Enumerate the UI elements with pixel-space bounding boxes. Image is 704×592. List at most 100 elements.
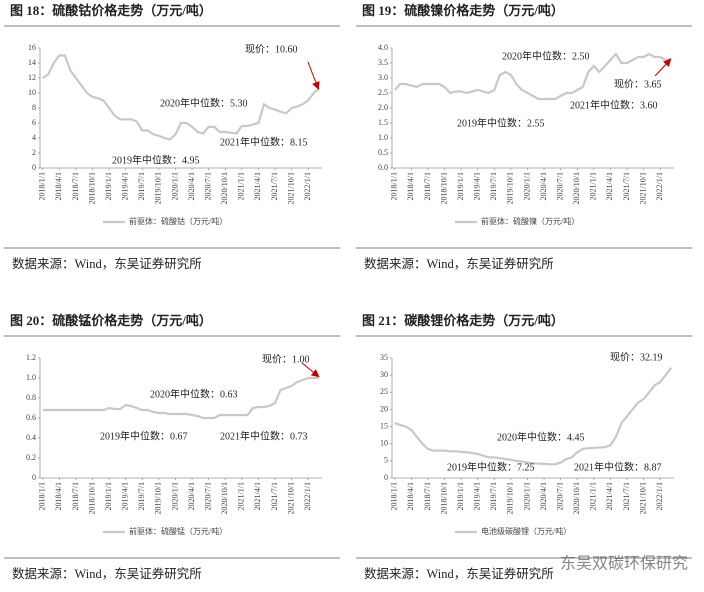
x-tick-label: 2019/7/1 <box>489 172 498 200</box>
x-tick-label: 2020/4/1 <box>539 482 548 510</box>
x-tick-label: 2022/1/1 <box>655 172 664 200</box>
x-tick-label: 2018/4/1 <box>406 172 415 200</box>
x-tick-label: 2019/1/1 <box>104 482 113 510</box>
x-tick-label: 2020/4/1 <box>187 172 196 200</box>
source: 数据来源：Wind，东吴证券研究所 <box>12 566 202 581</box>
y-tick-label: 0 <box>32 163 36 172</box>
y-tick-label: 3.5 <box>378 58 388 67</box>
annotation: 2021年中位数：3.60 <box>570 98 658 111</box>
x-tick-label: 2021/1/1 <box>237 172 246 200</box>
y-tick-label: 16 <box>28 43 36 52</box>
x-tick-label: 2022/1/1 <box>303 482 312 510</box>
annotation: 2020年中位数：4.45 <box>497 430 585 443</box>
x-tick-label: 2019/7/1 <box>489 482 498 510</box>
x-tick-label: 2019/1/1 <box>456 172 465 200</box>
x-tick-label: 2018/1/1 <box>390 482 399 510</box>
y-tick-label: 1.5 <box>378 118 388 127</box>
x-tick-label: 2020/1/1 <box>170 482 179 510</box>
annotation: 现价：32.19 <box>610 351 663 363</box>
x-tick-label: 2019/10/1 <box>506 482 515 514</box>
y-tick-label: 0.6 <box>26 413 36 422</box>
y-tick-label: 2 <box>32 148 36 157</box>
annotation: 现价：3.65 <box>614 78 662 90</box>
y-tick-label: 8 <box>32 103 36 112</box>
legend-label: 前驱体：硫酸锰（万元/吨） <box>129 526 227 536</box>
arrow <box>307 61 320 90</box>
x-tick-label: 2019/10/1 <box>506 172 515 204</box>
y-tick-label: 14 <box>28 58 36 67</box>
watermark: 东吴双碳环保研究 <box>560 554 688 573</box>
annotation: 2019年中位数：2.55 <box>457 116 545 129</box>
y-tick-label: 20 <box>380 404 388 413</box>
legend-label: 前驱体：硫酸钴（万元/吨） <box>129 216 227 226</box>
y-tick-label: 0 <box>384 473 388 482</box>
figure-title: 图 20：硫酸锰价格走势（万元/吨） <box>10 313 212 328</box>
x-tick-label: 2021/7/1 <box>622 482 631 510</box>
y-tick-label: 10 <box>380 439 388 448</box>
annotation: 现价：10.60 <box>245 43 298 55</box>
x-tick-label: 2021/1/1 <box>589 482 598 510</box>
x-tick-label: 2018/7/1 <box>423 172 432 200</box>
y-tick-label: 1.0 <box>378 133 388 142</box>
x-tick-label: 2019/7/1 <box>137 482 146 510</box>
y-tick-label: 25 <box>380 387 388 396</box>
x-tick-label: 2018/7/1 <box>423 482 432 510</box>
legend-label: 前驱体：硫酸镍（万元/吨） <box>481 216 579 226</box>
x-tick-label: 2020/4/1 <box>539 172 548 200</box>
x-tick-label: 2019/10/1 <box>154 482 163 514</box>
annotation: 2021年中位数：8.15 <box>220 135 308 148</box>
x-tick-label: 2018/10/1 <box>439 172 448 204</box>
x-tick-label: 2021/10/1 <box>638 482 647 514</box>
arrow <box>654 58 672 77</box>
annotation: 2020年中位数：2.50 <box>502 49 590 62</box>
y-tick-label: 1.0 <box>26 373 36 382</box>
x-tick-label: 2021/1/1 <box>589 172 598 200</box>
x-tick-label: 2018/1/1 <box>390 172 399 200</box>
annotation: 2019年中位数：0.67 <box>100 429 188 442</box>
x-tick-label: 2021/4/1 <box>605 172 614 200</box>
x-tick-label: 2021/7/1 <box>270 482 279 510</box>
x-tick-label: 2018/1/1 <box>38 172 47 200</box>
annotation: 2020年中位数：0.63 <box>150 387 238 400</box>
line-series <box>42 376 320 420</box>
x-tick-label: 2020/4/1 <box>187 482 196 510</box>
x-tick-label: 2018/7/1 <box>71 172 80 200</box>
y-tick-label: 4 <box>32 133 36 142</box>
source: 数据来源：Wind，东吴证券研究所 <box>364 566 554 581</box>
x-tick-label: 2021/4/1 <box>605 482 614 510</box>
x-tick-label: 2018/10/1 <box>87 172 96 204</box>
x-tick-label: 2019/7/1 <box>137 172 146 200</box>
y-tick-label: 2.5 <box>378 88 388 97</box>
x-tick-label: 2019/4/1 <box>121 482 130 510</box>
y-tick-label: 0.0 <box>378 163 388 172</box>
figure-title: 图 21：碳酸锂价格走势（万元/吨） <box>362 313 564 328</box>
x-tick-label: 2018/10/1 <box>87 482 96 514</box>
y-tick-label: 3.0 <box>378 73 388 82</box>
x-tick-label: 2021/7/1 <box>622 172 631 200</box>
x-tick-label: 2019/4/1 <box>121 172 130 200</box>
y-tick-label: 30 <box>380 370 388 379</box>
x-tick-label: 2018/10/1 <box>439 482 448 514</box>
annotation: 现价：1.00 <box>262 353 310 365</box>
x-tick-label: 2021/4/1 <box>253 172 262 200</box>
annotation: 2019年中位数：7.25 <box>447 460 535 473</box>
annotation: 2019年中位数：4.95 <box>112 153 200 166</box>
line-series <box>394 366 673 466</box>
x-tick-label: 2018/4/1 <box>406 482 415 510</box>
y-tick-label: 0.5 <box>378 148 388 157</box>
legend-label: 电池级碳酸锂（万元/吨） <box>481 526 571 536</box>
x-tick-label: 2021/1/1 <box>237 482 246 510</box>
x-tick-label: 2020/1/1 <box>522 172 531 200</box>
figure-title: 图 18：硫酸钴价格走势（万元/吨） <box>10 3 212 18</box>
x-tick-label: 2021/10/1 <box>286 172 295 204</box>
x-tick-label: 2022/1/1 <box>303 172 312 200</box>
x-tick-label: 2020/7/1 <box>203 482 212 510</box>
x-tick-label: 2020/1/1 <box>522 482 531 510</box>
figure-title: 图 19：硫酸镍价格走势（万元/吨） <box>362 3 564 18</box>
x-tick-label: 2020/7/1 <box>555 482 564 510</box>
x-tick-label: 2018/4/1 <box>54 172 63 200</box>
x-tick-label: 2020/10/1 <box>220 172 229 204</box>
source: 数据来源：Wind，东吴证券研究所 <box>12 256 202 271</box>
y-tick-label: 2.0 <box>378 103 388 112</box>
y-tick-label: 0.8 <box>26 393 36 402</box>
